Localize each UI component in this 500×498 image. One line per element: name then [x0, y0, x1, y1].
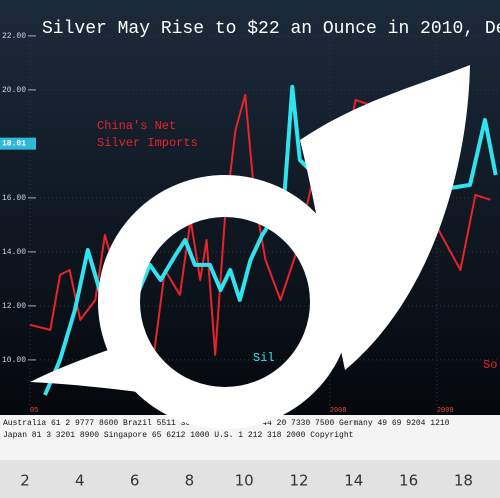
- x-tick-label: 2009: [437, 407, 454, 415]
- ruler-background: [0, 460, 500, 498]
- ruler-label: 10: [235, 472, 254, 490]
- last-value-box: [0, 137, 36, 150]
- logo-horn: [300, 65, 470, 370]
- annotation: Sil: [253, 351, 275, 365]
- annotation: China's Net: [97, 119, 176, 133]
- y-tick-label: 20.00: [2, 86, 26, 95]
- ruler-label: 2: [20, 472, 30, 490]
- annotation: So: [483, 358, 497, 372]
- ruler-label: 16: [399, 472, 418, 490]
- ruler-label: 8: [185, 472, 195, 490]
- last-value-label: 18.01: [2, 140, 26, 149]
- x-tick-label: 2008: [330, 407, 347, 415]
- chart-title: Silver May Rise to $22 an Ounce in 2010,…: [42, 19, 500, 39]
- x-tick-label: 05: [30, 407, 38, 415]
- y-tick-label: 10.00: [2, 356, 26, 365]
- labels: 10.00 12.00 14.00 16.00 20.00 22.00 18.01 05 200…: [0, 19, 500, 490]
- ruler-label: 18: [454, 472, 473, 490]
- ruler-label: 4: [75, 472, 85, 490]
- ruler-label: 12: [289, 472, 308, 490]
- ruler-label: 6: [130, 472, 140, 490]
- y-tick-label: 22.00: [2, 32, 26, 41]
- y-tick-label: 16.00: [2, 194, 26, 203]
- footer-line: Japan 81 3 3201 8900 Singapore 65 6212 1…: [3, 431, 353, 440]
- logo: [30, 65, 470, 429]
- logo-tail: [30, 340, 160, 395]
- annotation: Silver Imports: [97, 136, 198, 150]
- y-tick-label: 14.00: [2, 248, 26, 257]
- y-tick-label: 12.00: [2, 302, 26, 311]
- logo-ring: [98, 175, 352, 429]
- ruler-label: 14: [344, 472, 363, 490]
